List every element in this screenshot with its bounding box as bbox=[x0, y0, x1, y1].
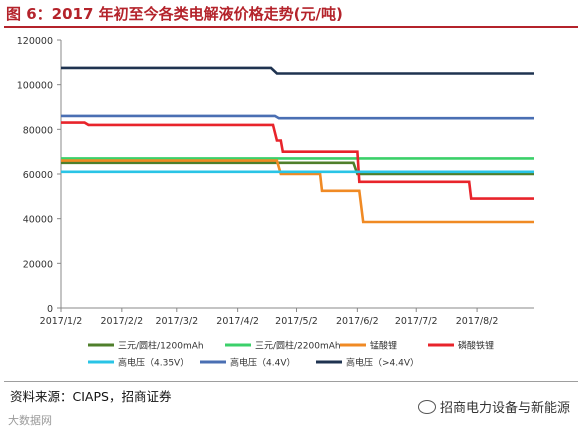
y-tick-label: 0 bbox=[47, 304, 53, 315]
wechat-icon bbox=[417, 399, 436, 414]
legend-label: 三元/圆柱/2200mAh bbox=[255, 340, 341, 352]
legend-label: 磷酸铁锂 bbox=[458, 340, 494, 352]
y-tick-label: 20000 bbox=[23, 259, 53, 270]
source-divider bbox=[4, 381, 578, 382]
series-line bbox=[61, 159, 534, 224]
x-tick-label: 2017/7/2 bbox=[395, 316, 438, 327]
y-tick-label: 120000 bbox=[17, 36, 53, 47]
x-tick-label: 2017/3/2 bbox=[155, 316, 198, 327]
x-tick-label: 2017/5/2 bbox=[275, 316, 318, 327]
title-divider bbox=[4, 26, 578, 28]
legend-label: 三元/圆柱/1200mAh bbox=[118, 340, 204, 352]
watermark-right-text: 招商电力设备与新能源 bbox=[439, 401, 570, 416]
x-tick-label: 2017/1/2 bbox=[40, 316, 83, 327]
source-note: 资料来源：CIAPS，招商证券 bbox=[10, 389, 172, 404]
y-tick-label: 80000 bbox=[23, 125, 53, 136]
x-tick-label: 2017/6/2 bbox=[336, 316, 379, 327]
series-line bbox=[61, 161, 534, 176]
price-line-chart: 0 20000 40000 60000 80000 100000 120000 2017/1/… bbox=[17, 36, 534, 369]
legend-label: 高电压（4.35V） bbox=[118, 357, 189, 369]
watermark-left: 大数据网 bbox=[8, 414, 52, 427]
legend-label: 高电压（4.4V） bbox=[230, 357, 295, 369]
y-tick-label: 60000 bbox=[23, 170, 53, 181]
x-tick-label: 2017/2/2 bbox=[101, 316, 144, 327]
x-tick-label: 2017/4/2 bbox=[216, 316, 259, 327]
y-tick-label: 100000 bbox=[17, 81, 53, 92]
legend-label: 高电压（>4.4V） bbox=[346, 357, 419, 369]
y-tick-label: 40000 bbox=[23, 215, 53, 226]
legend-label: 锰酸锂 bbox=[370, 340, 397, 352]
x-tick-label: 2017/8/2 bbox=[456, 316, 499, 327]
series-line bbox=[61, 114, 534, 120]
watermark-right: 招商电力设备与新能源 bbox=[417, 397, 570, 416]
series-line bbox=[61, 121, 534, 200]
series-line bbox=[61, 66, 534, 75]
figure-title: 图 6：2017 年初至今各类电解液价格走势(元/吨) bbox=[6, 5, 343, 23]
